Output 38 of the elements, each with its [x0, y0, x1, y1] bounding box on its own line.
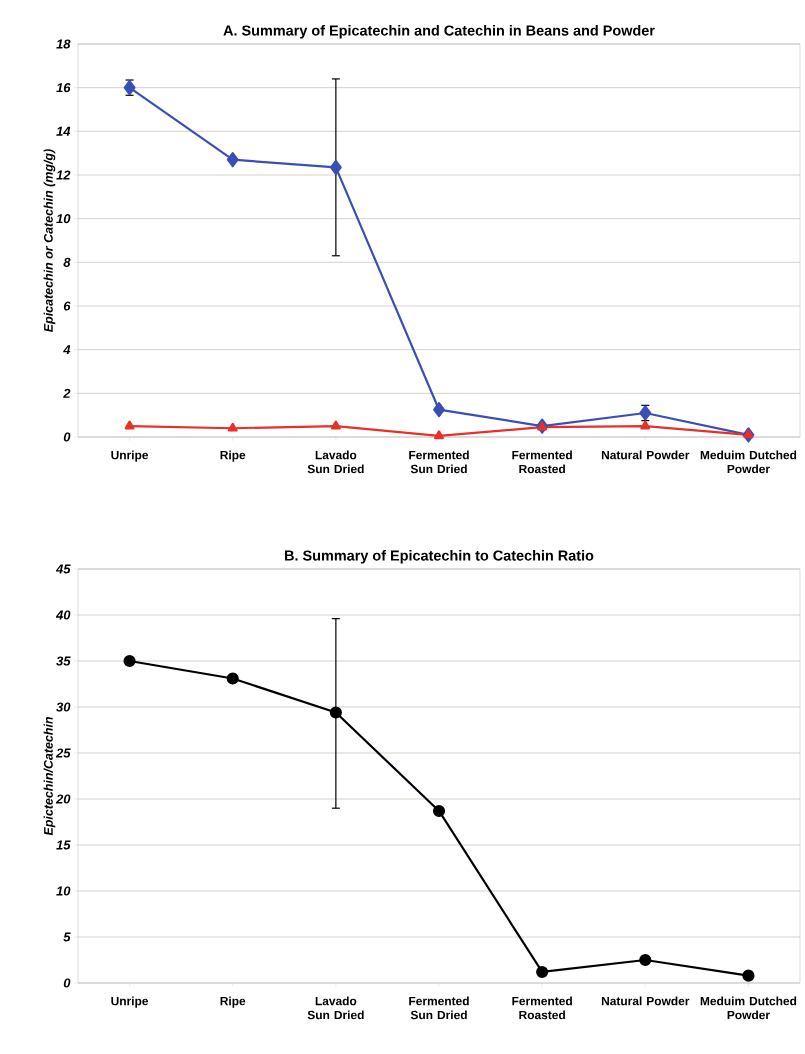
x-tick-label: Fermented Roasted [512, 996, 572, 1020]
y-tick-label: 0 [63, 978, 71, 988]
y-tick-label: 25 [55, 748, 71, 758]
y-tick-label: 18 [56, 39, 71, 49]
x-tick-label: Unripe [111, 450, 149, 462]
x-tick-label: Fermented Sun Dried [409, 996, 469, 1020]
chart-title: A. Summary of Epicatechin and Catechin in Beans and Powder [223, 25, 655, 39]
y-tick-label: 5 [63, 932, 71, 942]
x-tick-label: Meduim Dutched Powder [700, 996, 797, 1020]
x-tick-label: Meduim Dutched Powder [700, 450, 797, 474]
y-tick-label: 40 [55, 610, 71, 620]
y-axis-title: Epictechin/Catechin [43, 717, 56, 836]
y-tick-label: 10 [56, 886, 71, 896]
x-tick-label: Ripe [220, 450, 246, 462]
x-tick-label: Lavado Sun Dried [307, 996, 364, 1020]
x-tick-label: Natural Powder [601, 450, 690, 460]
y-tick-label: 4 [63, 345, 71, 355]
y-tick-label: 12 [56, 170, 71, 180]
x-tick-label: Fermented Roasted [512, 450, 572, 474]
y-tick-label: 2 [63, 388, 71, 398]
y-tick-label: 0 [63, 432, 71, 442]
x-tick-label: Natural Powder [601, 996, 690, 1006]
x-tick-label: Fermented Sun Dried [409, 450, 469, 474]
y-tick-label: 8 [63, 257, 71, 267]
x-tick-label: Unripe [111, 996, 149, 1008]
y-tick-label: 10 [56, 214, 71, 224]
y-tick-label: 20 [55, 794, 71, 804]
y-tick-label: 14 [56, 126, 71, 136]
y-tick-label: 16 [56, 83, 71, 93]
x-tick-label: Lavado Sun Dried [307, 450, 364, 474]
y-tick-label: 35 [56, 656, 71, 666]
y-tick-label: 15 [56, 840, 71, 850]
y-tick-label: 45 [55, 564, 71, 574]
y-tick-label: 30 [56, 702, 71, 712]
y-axis-title: Epicatechin or Catechin (mg/g) [43, 149, 56, 332]
chart-title: B. Summary of Epicatechin to Catechin Ratio [285, 550, 594, 564]
x-tick-label: Ripe [220, 996, 246, 1008]
y-tick-label: 6 [63, 301, 71, 311]
